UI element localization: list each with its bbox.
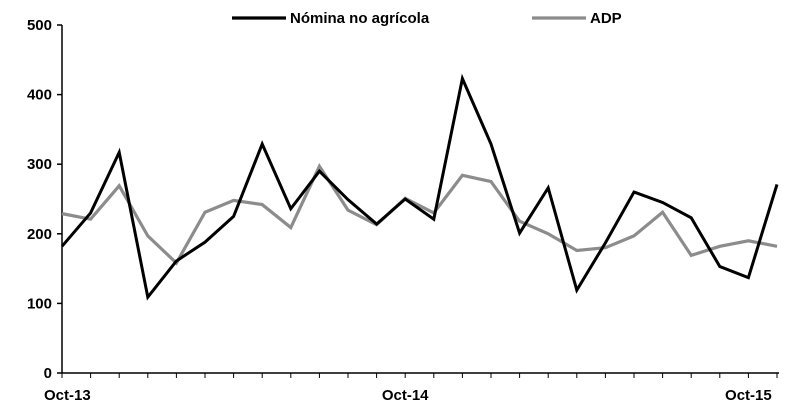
y-tick-label: 0 — [44, 365, 52, 382]
legend-label-nomina: Nómina no agrícola — [290, 10, 430, 27]
x-tick-label: Oct-14 — [382, 387, 429, 404]
chart-legend: Nómina no agrícola ADP — [232, 10, 622, 27]
y-tick-label: 400 — [27, 87, 52, 104]
series-line-adp — [61, 163, 778, 266]
chart-axes — [61, 25, 779, 374]
series-lines — [60, 73, 779, 301]
y-tick-label: 100 — [27, 295, 52, 312]
y-tick-label: 200 — [27, 226, 52, 243]
y-tick-label: 500 — [27, 17, 52, 34]
series-line-nomina — [60, 73, 779, 301]
x-tick-label: Oct-13 — [44, 387, 91, 404]
x-axis-ticks: Oct-13 Oct-14 Oct-15 — [44, 373, 778, 404]
x-tick-label: Oct-15 — [725, 387, 772, 404]
y-tick-label: 300 — [27, 156, 52, 173]
y-axis-ticks: 0 100 200 300 400 500 — [27, 17, 62, 382]
legend-label-adp: ADP — [590, 10, 622, 27]
